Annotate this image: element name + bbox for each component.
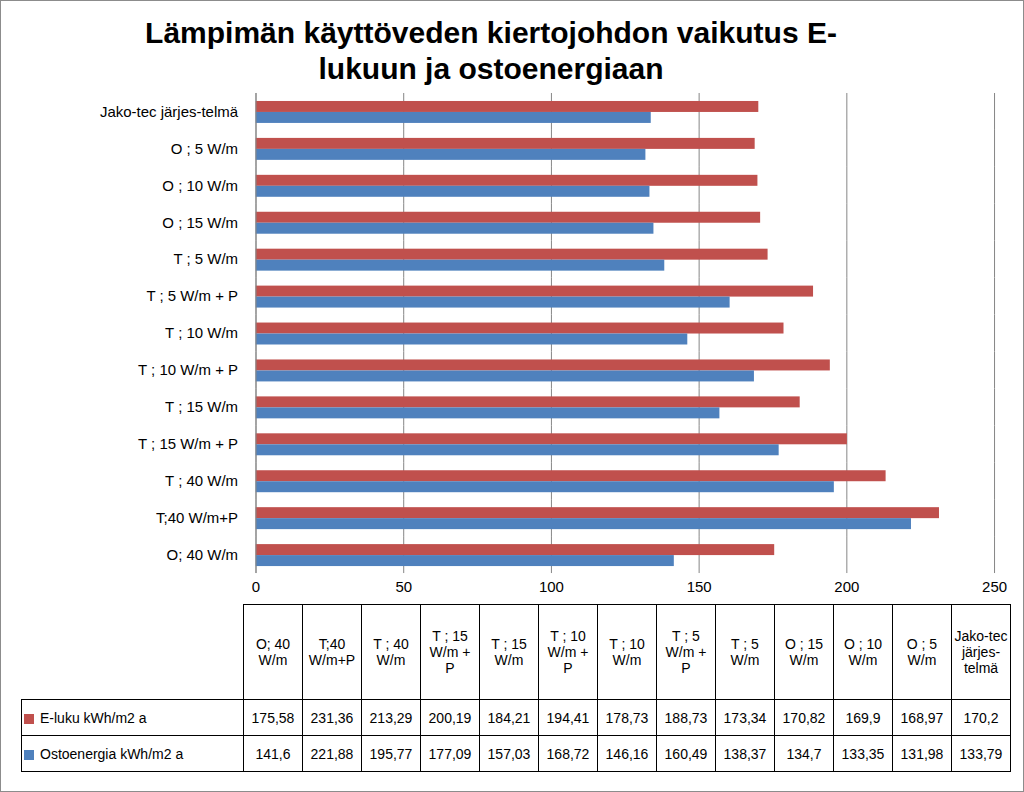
html-text:184,21: 184,21 — [487, 709, 531, 726]
html-text:Ostoenergia kWh/m2 a: Ostoenergia kWh/m2 a — [40, 745, 184, 762]
html-text:168,72: 168,72 — [546, 745, 590, 762]
html-text:157,03: 157,03 — [487, 745, 531, 762]
svg-text:T ; 15 W/m + P: T ; 15 W/m + P — [138, 435, 238, 452]
svg-text:50: 50 — [395, 578, 412, 595]
html-text:T ; 15 W/m: T ; 15 W/m — [491, 636, 527, 668]
html-text:173,34: 173,34 — [723, 709, 767, 726]
html-text:O ; 15 W/m: O ; 15 W/m — [784, 636, 824, 668]
svg-text:O ; 15 W/m: O ; 15 W/m — [162, 214, 238, 231]
html-text:138,37: 138,37 — [723, 745, 767, 762]
svg-text:O ; 10 W/m: O ; 10 W/m — [162, 177, 238, 194]
html-text:O ; 10 W/m: O ; 10 W/m — [843, 636, 883, 668]
html-text:133,79: 133,79 — [959, 745, 1003, 762]
html-text:141,6: 141,6 — [255, 745, 291, 762]
html-text:178,73: 178,73 — [605, 709, 649, 726]
html-text:Lämpimän käyttöveden kiertojoh: Lämpimän käyttöveden kiertojohdon vaikut… — [145, 16, 837, 85]
html-text:T ; 5 W/m: T ; 5 W/m — [730, 636, 760, 668]
html-text:231,36: 231,36 — [310, 709, 354, 726]
svg-text:T ; 40 W/m: T ; 40 W/m — [165, 472, 238, 489]
html-text:188,73: 188,73 — [664, 709, 708, 726]
svg-text:Jako-tec järjes-telmä: Jako-tec järjes-telmä — [100, 103, 239, 120]
html-text:Jako-tec järjes-telmä: Jako-tec järjes-telmä — [954, 628, 1008, 676]
html-text:221,88: 221,88 — [310, 745, 354, 762]
html-text:194,41: 194,41 — [546, 709, 590, 726]
html-text:160,49: 160,49 — [664, 745, 708, 762]
html-text:170,2: 170,2 — [963, 709, 999, 726]
svg-text:T ; 15 W/m: T ; 15 W/m — [165, 398, 238, 415]
html-text:T;40 W/m+P: T;40 W/m+P — [308, 636, 356, 668]
svg-text:O; 40 W/m: O; 40 W/m — [167, 546, 239, 563]
html-text:213,29: 213,29 — [369, 709, 413, 726]
svg-text:0: 0 — [252, 578, 260, 595]
svg-text:T;40 W/m+P: T;40 W/m+P — [156, 509, 238, 526]
html-text:200,19: 200,19 — [428, 709, 472, 726]
html-text:T ; 10 W/m + P: T ; 10 W/m + P — [547, 628, 589, 676]
html-text:T ; 40 W/m: T ; 40 W/m — [373, 636, 409, 668]
svg-text:T ; 5 W/m: T ; 5 W/m — [173, 250, 238, 267]
html-text:134,7: 134,7 — [786, 745, 822, 762]
html-text:133,35: 133,35 — [841, 745, 885, 762]
html-text:170,82: 170,82 — [782, 709, 826, 726]
svg-text:250: 250 — [982, 578, 1007, 595]
svg-text:200: 200 — [834, 578, 859, 595]
html-text:131,98: 131,98 — [900, 745, 944, 762]
html-text:T ; 10 W/m: T ; 10 W/m — [609, 636, 645, 668]
svg-text:T ; 10 W/m: T ; 10 W/m — [165, 324, 238, 341]
html-text:T ; 5 W/m + P: T ; 5 W/m + P — [665, 628, 707, 676]
html-text:195,77: 195,77 — [369, 745, 413, 762]
html-text:175,58: 175,58 — [251, 709, 295, 726]
html-text:146,16: 146,16 — [605, 745, 649, 762]
html-text:O; 40 W/m: O; 40 W/m — [255, 636, 291, 668]
html-text:O ; 5 W/m: O ; 5 W/m — [906, 636, 938, 668]
svg-text:150: 150 — [687, 578, 712, 595]
svg-text:T ; 5 W/m + P: T ; 5 W/m + P — [146, 287, 238, 304]
html-text:169,9: 169,9 — [845, 709, 881, 726]
html-text:177,09: 177,09 — [428, 745, 472, 762]
svg-text:100: 100 — [539, 578, 564, 595]
html-text:T ; 15 W/m + P: T ; 15 W/m + P — [429, 628, 471, 676]
html-text:E-luku kWh/m2 a: E-luku kWh/m2 a — [40, 709, 147, 726]
html-text:168,97: 168,97 — [900, 709, 944, 726]
svg-text:T ; 10 W/m + P: T ; 10 W/m + P — [138, 361, 238, 378]
svg-text:O ; 5 W/m: O ; 5 W/m — [171, 140, 238, 157]
